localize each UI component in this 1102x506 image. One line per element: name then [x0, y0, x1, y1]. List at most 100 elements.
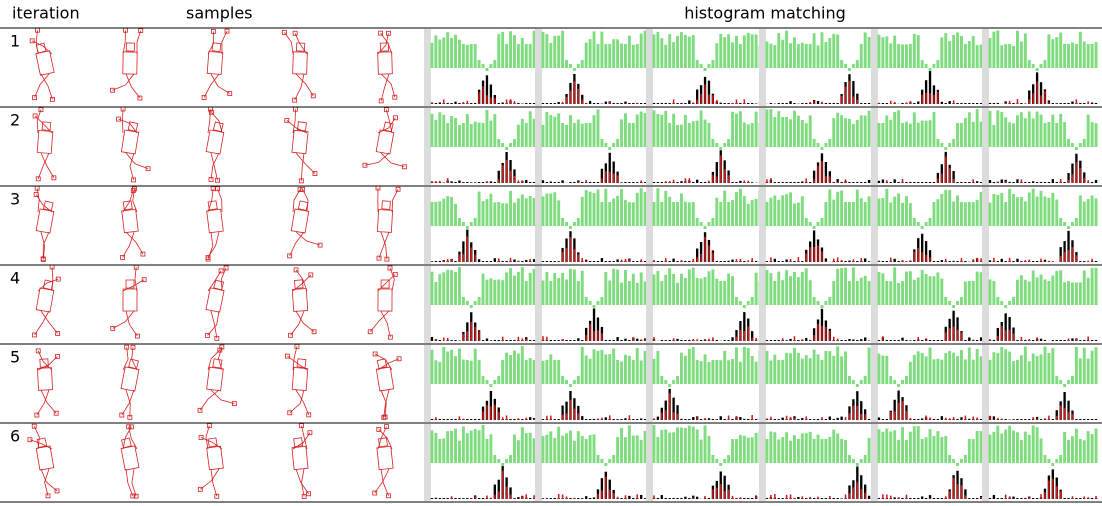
- red-bar: [585, 103, 587, 104]
- green-bar: [692, 347, 695, 384]
- separator: [646, 187, 653, 264]
- black-bar: [1020, 498, 1022, 499]
- red-bar: [494, 405, 496, 420]
- green-bar: [852, 267, 855, 305]
- green-bar: [542, 125, 545, 147]
- black-bar: [1052, 340, 1054, 341]
- red-bar: [1040, 95, 1042, 104]
- green-bar: [878, 35, 881, 68]
- red-bar: [817, 166, 819, 183]
- red-bar: [712, 489, 714, 499]
- green-bar: [828, 139, 831, 147]
- green-bar: [656, 32, 659, 68]
- green-bar: [640, 34, 643, 68]
- green-bar: [549, 115, 552, 147]
- green-bar: [1055, 271, 1058, 305]
- black-bar: [976, 103, 978, 104]
- green-bar: [797, 439, 800, 463]
- figure-head: [42, 122, 51, 131]
- black-bar: [632, 419, 634, 420]
- red-bar: [1044, 261, 1046, 262]
- green-bar: [785, 270, 788, 305]
- red-bar: [570, 400, 572, 420]
- green-bar: [881, 37, 884, 68]
- red-bar: [949, 491, 951, 499]
- red-bar: [933, 95, 935, 104]
- green-bar: [1063, 384, 1066, 387]
- black-bar: [993, 340, 995, 341]
- green-bar: [628, 202, 631, 226]
- red-bar: [1068, 412, 1070, 420]
- black-bar: [443, 498, 445, 499]
- black-bar: [661, 340, 663, 341]
- green-bar: [608, 281, 611, 305]
- green-bar: [573, 380, 576, 384]
- black-bar: [447, 103, 449, 104]
- red-bar: [965, 416, 967, 420]
- red-bar: [817, 497, 819, 499]
- green-bar: [797, 116, 800, 147]
- green-bar: [719, 34, 722, 68]
- red-bar: [506, 487, 508, 499]
- red-bar: [1072, 174, 1074, 183]
- black-bar: [921, 496, 923, 499]
- green-bar: [1004, 117, 1007, 147]
- green-bar: [608, 202, 611, 226]
- separator: [424, 345, 431, 422]
- black-bar: [840, 498, 842, 499]
- red-bar: [997, 182, 999, 183]
- green-bar: [1000, 45, 1003, 68]
- figure-limb: [222, 31, 227, 54]
- red-bar: [736, 498, 738, 499]
- red-bar: [578, 254, 580, 262]
- green-bar: [901, 380, 904, 384]
- figure-limb: [36, 30, 38, 54]
- black-bar: [558, 419, 560, 420]
- red-bar: [609, 102, 611, 104]
- green-bar: [517, 272, 520, 305]
- red-bar: [451, 259, 453, 262]
- green-bar: [1063, 44, 1066, 68]
- green-bar: [929, 68, 932, 71]
- green-bar: [801, 359, 804, 384]
- black-bar: [542, 498, 544, 499]
- red-bar: [640, 339, 642, 341]
- black-bar: [609, 340, 611, 341]
- black-bar: [680, 340, 682, 341]
- black-bar: [632, 261, 634, 262]
- figure-limb: [211, 311, 217, 338]
- figure-limb: [293, 109, 296, 133]
- green-bar: [1032, 270, 1035, 305]
- green-bar: [711, 360, 714, 384]
- red-bar: [917, 337, 919, 341]
- green-bar: [561, 31, 564, 68]
- black-bar: [801, 261, 803, 262]
- green-bar: [482, 425, 485, 463]
- green-bar: [704, 68, 707, 71]
- green-bar: [723, 143, 726, 147]
- green-bar: [569, 384, 572, 387]
- green-bar: [653, 110, 656, 147]
- figure-limb: [296, 153, 315, 174]
- red-bar: [581, 498, 583, 499]
- green-bar: [948, 351, 951, 384]
- black-bar: [454, 340, 456, 341]
- black-bar: [482, 261, 484, 262]
- green-bar: [817, 301, 820, 305]
- separator: [982, 108, 989, 185]
- red-bar: [677, 414, 679, 420]
- green-bar: [976, 349, 979, 384]
- figure-limb: [296, 390, 309, 415]
- green-bar: [1075, 218, 1078, 226]
- green-bar: [573, 222, 576, 226]
- red-bar: [770, 417, 772, 420]
- red-bar: [902, 260, 904, 262]
- black-bar: [949, 101, 951, 104]
- black-bar: [844, 340, 846, 341]
- green-bar: [442, 37, 445, 68]
- black-bar: [573, 340, 575, 341]
- green-bar: [632, 202, 635, 226]
- green-bar: [664, 275, 667, 305]
- green-bar: [952, 353, 955, 384]
- red-bar: [744, 99, 746, 104]
